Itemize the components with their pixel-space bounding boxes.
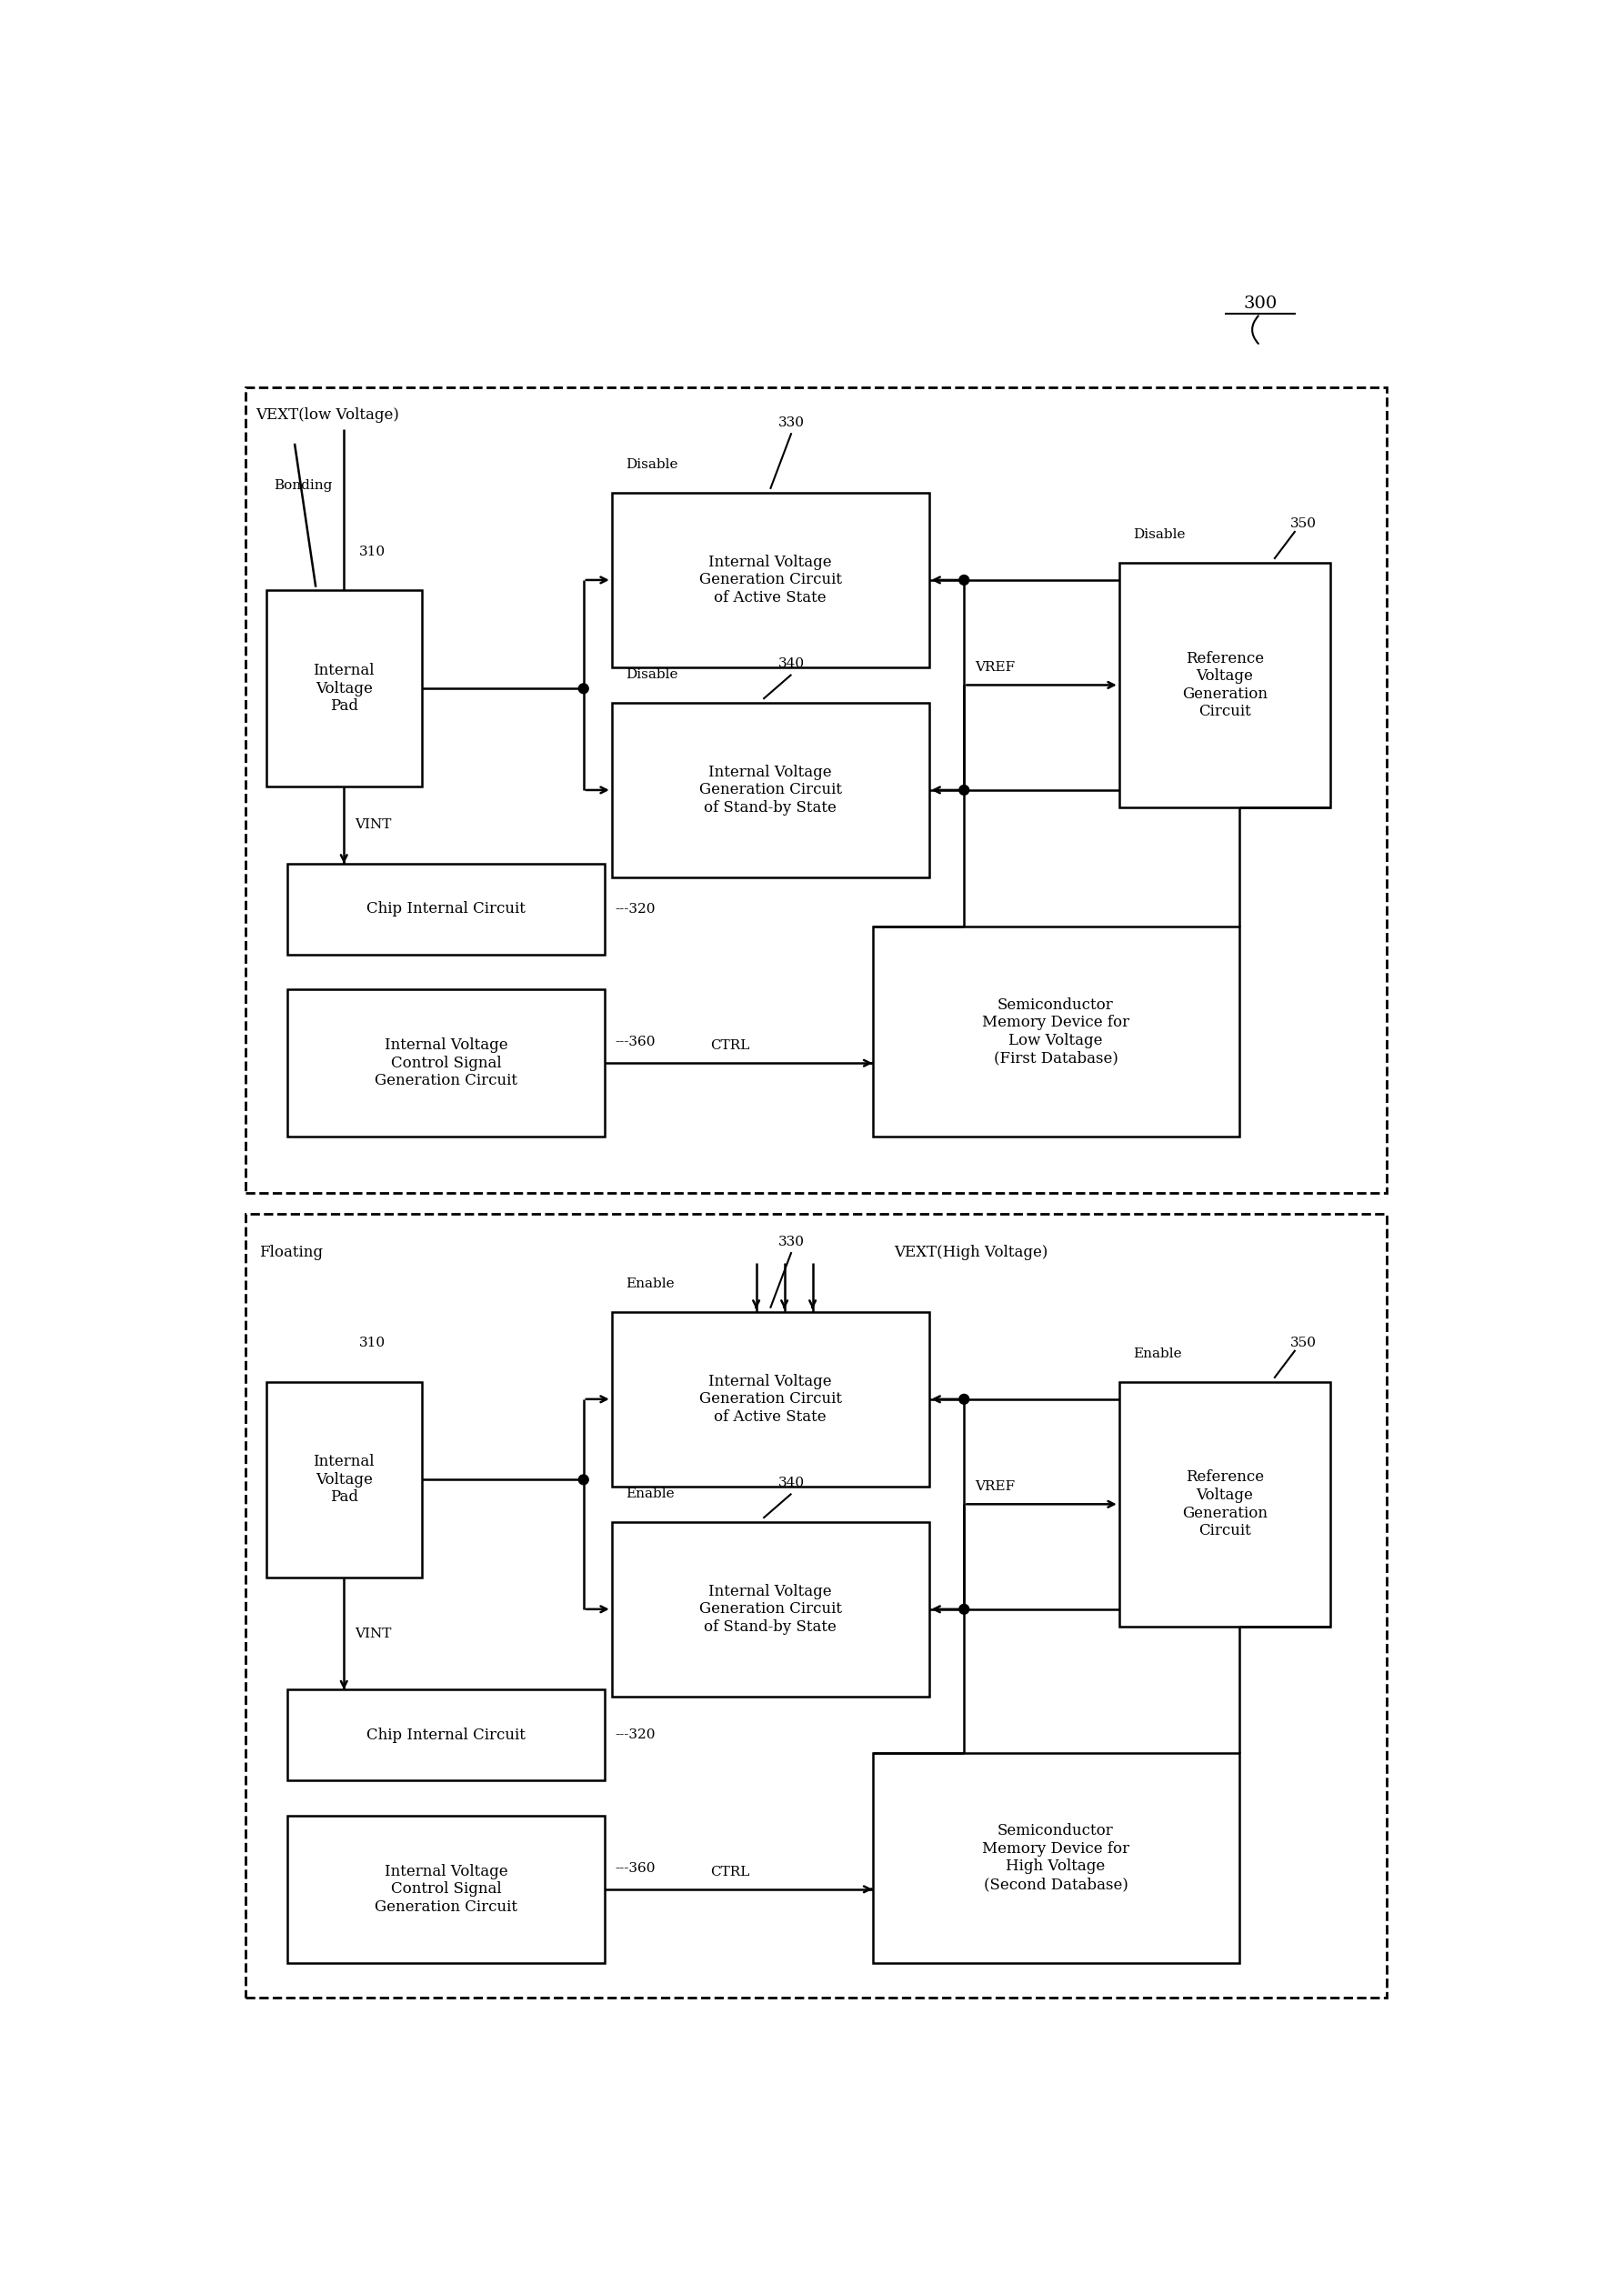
Bar	[612, 493, 929, 667]
Text: VEXT(High Voltage): VEXT(High Voltage)	[893, 1245, 1047, 1261]
Text: 310: 310	[359, 1336, 385, 1350]
Bar	[872, 1752, 1239, 1962]
Circle shape	[960, 576, 970, 585]
Text: Enable: Enable	[625, 1487, 674, 1501]
Circle shape	[578, 683, 588, 694]
Text: 330: 330	[778, 416, 804, 429]
Text: ---360: ---360	[615, 1035, 656, 1048]
Bar	[287, 863, 604, 955]
Circle shape	[578, 1475, 588, 1485]
Bar	[612, 1311, 929, 1487]
Text: VINT: VINT	[354, 1626, 391, 1640]
Text: CTRL: CTRL	[710, 1866, 750, 1877]
Bar	[287, 989, 604, 1137]
Bar	[287, 1690, 604, 1782]
Text: Internal
Voltage
Pad: Internal Voltage Pad	[313, 662, 375, 715]
Text: 350: 350	[1289, 1336, 1317, 1350]
Text: Disable: Disable	[625, 669, 679, 681]
Bar	[287, 1816, 604, 1962]
Bar	[1119, 1382, 1330, 1626]
Text: Internal Voltage
Generation Circuit
of Active State: Internal Voltage Generation Circuit of A…	[698, 555, 841, 605]
Text: Floating: Floating	[260, 1245, 323, 1261]
Bar	[266, 592, 422, 786]
Text: CTRL: CTRL	[710, 1039, 750, 1053]
Text: VREF: VREF	[974, 660, 1015, 674]
Text: Disable: Disable	[1134, 528, 1186, 541]
Text: VREF: VREF	[974, 1480, 1015, 1494]
Text: Semiconductor
Memory Device for
High Voltage
(Second Database): Semiconductor Memory Device for High Vol…	[983, 1823, 1129, 1891]
Bar	[1119, 562, 1330, 809]
Text: Semiconductor
Memory Device for
Low Voltage
(First Database): Semiconductor Memory Device for Low Volt…	[983, 998, 1129, 1067]
Bar	[872, 927, 1239, 1137]
Text: Internal Voltage
Control Signal
Generation Circuit: Internal Voltage Control Signal Generati…	[375, 1037, 518, 1089]
Text: Reference
Voltage
Generation
Circuit: Reference Voltage Generation Circuit	[1182, 651, 1268, 719]
Bar	[612, 703, 929, 877]
Text: 340: 340	[778, 658, 804, 671]
Text: Internal Voltage
Generation Circuit
of Stand-by State: Internal Voltage Generation Circuit of S…	[698, 1583, 841, 1635]
Text: VINT: VINT	[354, 818, 391, 831]
Text: 350: 350	[1289, 518, 1317, 530]
Text: Enable: Enable	[625, 1277, 674, 1290]
Text: Disable: Disable	[625, 459, 679, 471]
Bar	[245, 1213, 1387, 1998]
Circle shape	[960, 1393, 970, 1405]
Text: Internal Voltage
Generation Circuit
of Active State: Internal Voltage Generation Circuit of A…	[698, 1373, 841, 1425]
Text: Enable: Enable	[1134, 1348, 1182, 1359]
Text: 340: 340	[778, 1478, 804, 1489]
Text: 310: 310	[359, 546, 385, 557]
Text: Chip Internal Circuit: Chip Internal Circuit	[367, 902, 526, 916]
Text: Internal Voltage
Generation Circuit
of Stand-by State: Internal Voltage Generation Circuit of S…	[698, 765, 841, 815]
Text: Reference
Voltage
Generation
Circuit: Reference Voltage Generation Circuit	[1182, 1469, 1268, 1539]
Text: VEXT(low Voltage): VEXT(low Voltage)	[257, 409, 400, 423]
Text: Internal
Voltage
Pad: Internal Voltage Pad	[313, 1455, 375, 1505]
Text: ---360: ---360	[615, 1861, 656, 1875]
Bar	[266, 1382, 422, 1578]
Circle shape	[960, 1603, 970, 1615]
Text: Bonding: Bonding	[273, 480, 331, 491]
Text: Chip Internal Circuit: Chip Internal Circuit	[367, 1727, 526, 1743]
Text: ---320: ---320	[615, 902, 656, 916]
Bar	[245, 388, 1387, 1192]
Circle shape	[960, 786, 970, 795]
Text: 330: 330	[778, 1236, 804, 1247]
Bar	[612, 1521, 929, 1697]
Text: ---320: ---320	[615, 1729, 656, 1743]
Text: 300: 300	[1242, 295, 1276, 311]
Text: Internal Voltage
Control Signal
Generation Circuit: Internal Voltage Control Signal Generati…	[375, 1864, 518, 1914]
